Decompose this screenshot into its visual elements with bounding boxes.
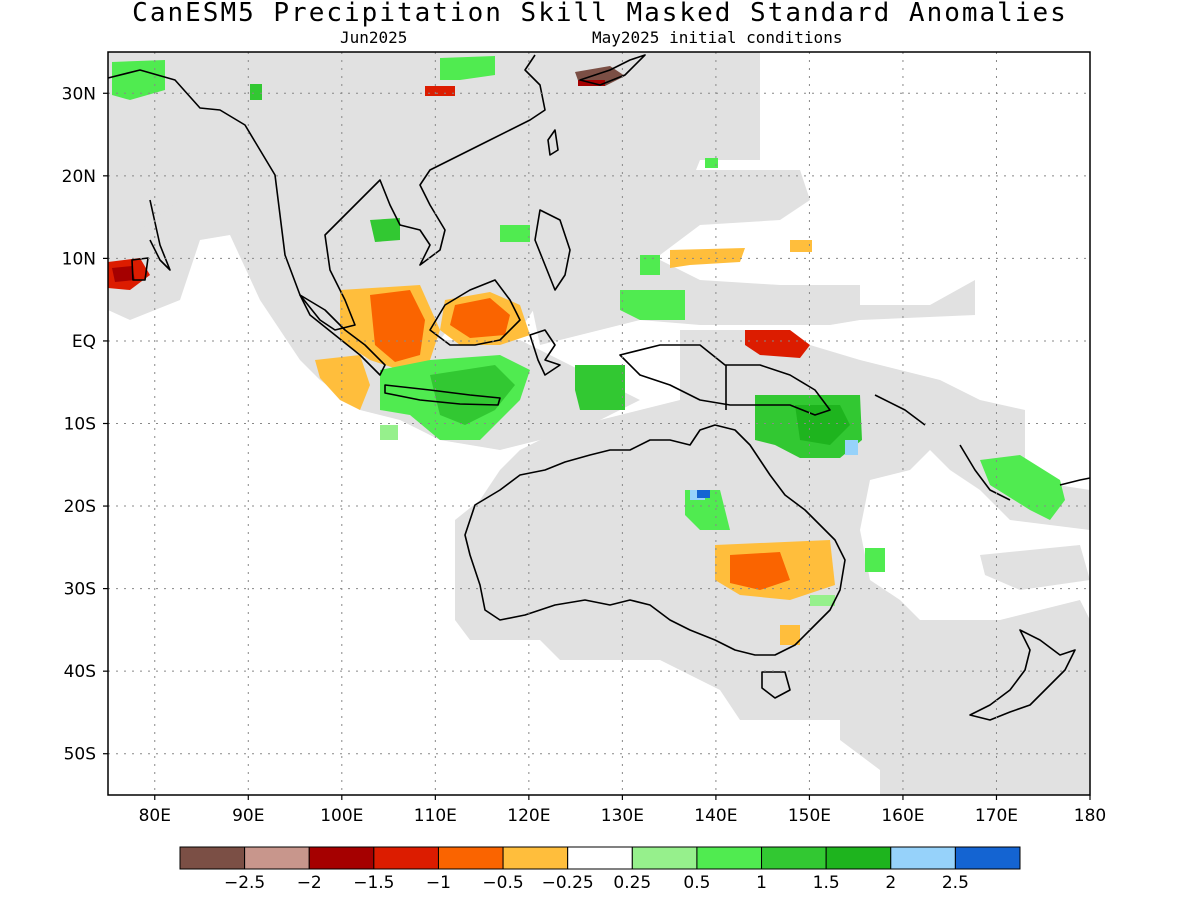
colorbar-label: −1.5: [353, 873, 394, 893]
valid-month-label: Jun2025: [340, 28, 408, 47]
lon-tick-label: 100E: [320, 806, 363, 826]
colorbar-labels: −2.5 −2 −1.5 −1 −0.5 −0.25 0.25 0.5 1 1.5 2 2.5: [224, 873, 969, 893]
colorbar-swatch: [954, 846, 1021, 870]
lat-tick-label: 10N: [62, 249, 96, 269]
colorbar-swatch: [244, 846, 310, 870]
colorbar: [179, 846, 1021, 870]
colorbar-label: 1.5: [813, 873, 840, 893]
colorbar-label: −0.25: [542, 873, 594, 893]
colorbar-swatch: [308, 846, 375, 870]
colorbar-label: −0.5: [482, 873, 523, 893]
lat-tick-label: 30N: [62, 84, 96, 104]
initial-conditions-label: May2025 initial conditions: [592, 28, 843, 47]
lat-tick-label: 30S: [64, 580, 96, 600]
lat-tick-label: EQ: [72, 332, 96, 352]
colorbar-label: 0.5: [683, 873, 710, 893]
colorbar-label: −2.5: [224, 873, 265, 893]
colorbar-label: 1: [756, 873, 767, 893]
lon-tick-label: 110E: [414, 806, 457, 826]
colorbar-swatch: [890, 846, 956, 870]
map-panel: 30N 20N 10N EQ 10S 20S 30S 40S 50S 80E 90E 100E 110…: [62, 51, 1107, 826]
colorbar-swatch: [825, 846, 892, 870]
colorbar-swatch: [631, 846, 698, 870]
lon-tick-label: 170E: [975, 806, 1018, 826]
longitude-labels: 80E 90E 100E 110E 120E 130E 140E 150E 160E 170E 18…: [139, 806, 1107, 826]
coastlines: [107, 54, 1091, 721]
lat-tick-label: 40S: [64, 662, 96, 682]
lat-tick-label: 20N: [62, 167, 96, 187]
anomaly-patches: [108, 56, 1065, 645]
colorbar-label: 2.5: [942, 873, 969, 893]
lon-tick-label: 160E: [881, 806, 924, 826]
lat-tick-label: 50S: [64, 745, 96, 765]
colorbar-swatch: [179, 846, 246, 870]
map-frame: [107, 51, 1091, 796]
colorbar-label: −1: [426, 873, 451, 893]
lon-tick-label: 120E: [507, 806, 550, 826]
map-title: CanESM5 Precipitation Skill Masked Stand…: [132, 0, 1068, 28]
grid-lines: [103, 52, 1091, 800]
colorbar-swatch: [373, 846, 439, 870]
lat-tick-label: 20S: [64, 497, 96, 517]
colorbar-swatch: [437, 846, 504, 870]
colorbar-swatch: [502, 846, 569, 870]
lon-tick-label: 90E: [232, 806, 264, 826]
lat-tick-label: 10S: [64, 415, 96, 435]
colorbar-label: 0.25: [613, 873, 651, 893]
lon-tick-label: 140E: [694, 806, 737, 826]
lon-tick-label: 130E: [601, 806, 644, 826]
lon-tick-label: 150E: [788, 806, 831, 826]
colorbar-label: −2: [297, 873, 322, 893]
colorbar-swatch: [696, 846, 763, 870]
colorbar-swatch: [761, 846, 827, 870]
colorbar-label: 2: [885, 873, 896, 893]
latitude-labels: 30N 20N 10N EQ 10S 20S 30S 40S 50S: [62, 84, 96, 764]
lon-tick-label: 180: [1074, 806, 1106, 826]
colorbar-swatch: [567, 846, 633, 870]
lon-tick-label: 80E: [139, 806, 171, 826]
